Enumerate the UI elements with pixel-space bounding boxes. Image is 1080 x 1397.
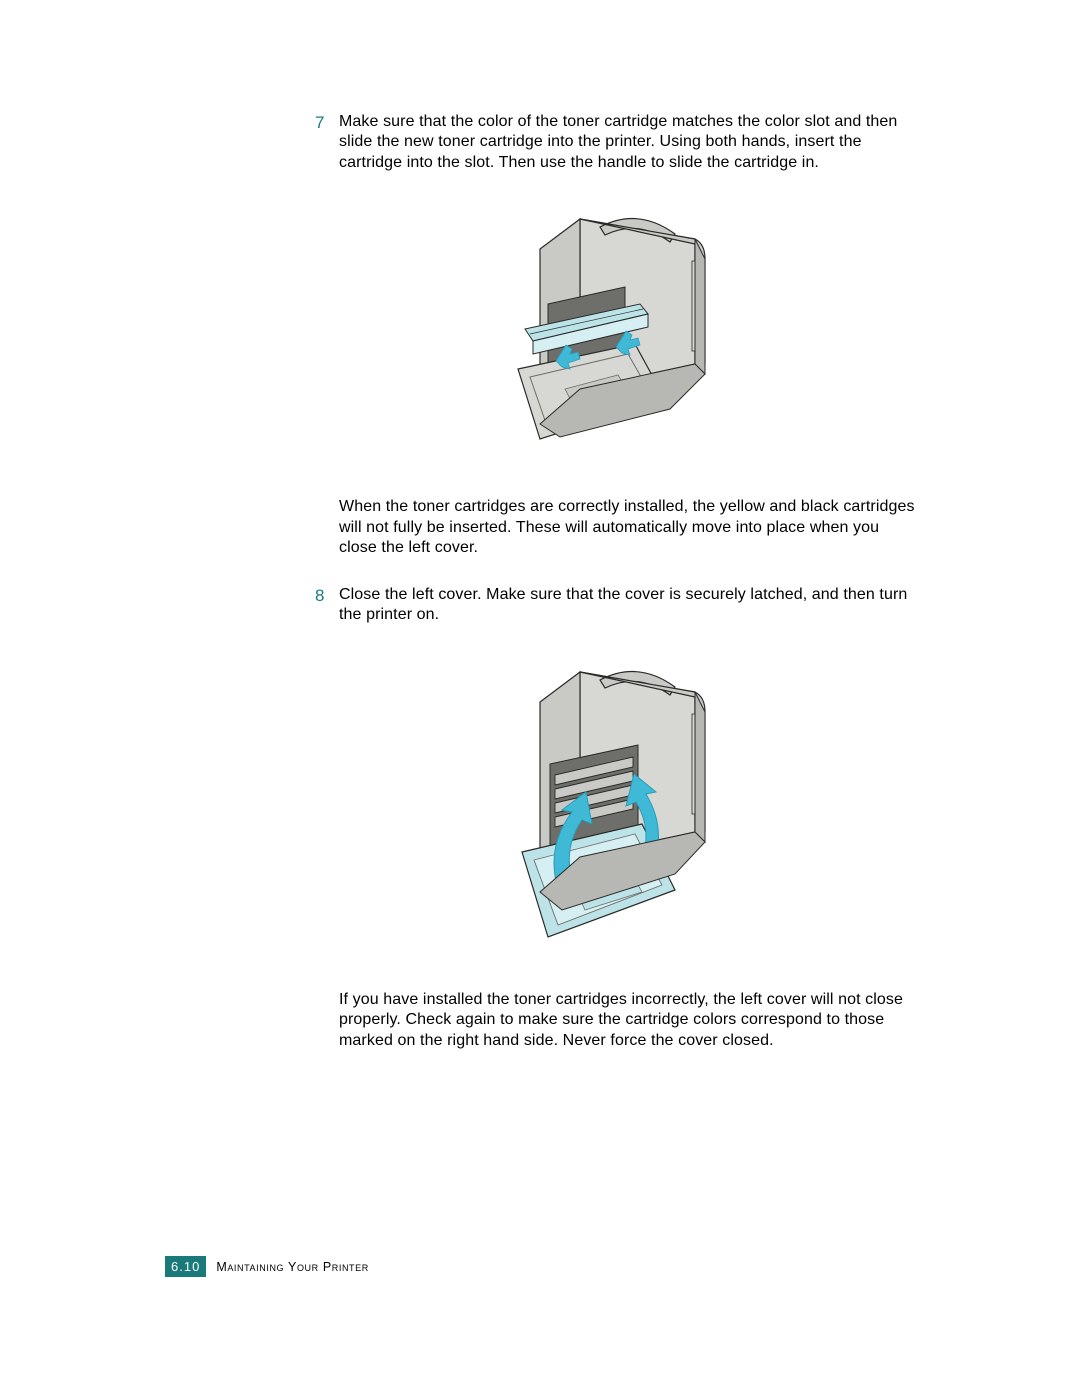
step-number: 7 xyxy=(315,112,339,134)
paragraph-after-step7: When the toner cartridges are correctly … xyxy=(339,497,915,558)
printer-illustration-icon xyxy=(470,189,760,479)
page-footer: 6.10 Maintaining Your Printer xyxy=(165,1256,369,1277)
printer-illustration-icon xyxy=(470,642,760,972)
paragraph-after-step8: If you have installed the toner cartridg… xyxy=(339,990,915,1051)
page-number-badge: 6.10 xyxy=(165,1256,206,1277)
step-7: 7 Make sure that the color of the toner … xyxy=(315,112,915,173)
paragraph-text: When the toner cartridges are correctly … xyxy=(339,497,915,558)
step-text: Close the left cover. Make sure that the… xyxy=(339,585,915,626)
content-column: 7 Make sure that the color of the toner … xyxy=(315,112,915,1059)
figure-close-cover xyxy=(315,642,915,972)
figure-insert-cartridge xyxy=(315,189,915,479)
step-text: Make sure that the color of the toner ca… xyxy=(339,112,915,173)
manual-page: 7 Make sure that the color of the toner … xyxy=(0,0,1080,1397)
spacer xyxy=(315,567,915,585)
step-8: 8 Close the left cover. Make sure that t… xyxy=(315,585,915,626)
step-number: 8 xyxy=(315,585,339,607)
section-title: Maintaining Your Printer xyxy=(216,1260,369,1274)
paragraph-text: If you have installed the toner cartridg… xyxy=(339,990,915,1051)
